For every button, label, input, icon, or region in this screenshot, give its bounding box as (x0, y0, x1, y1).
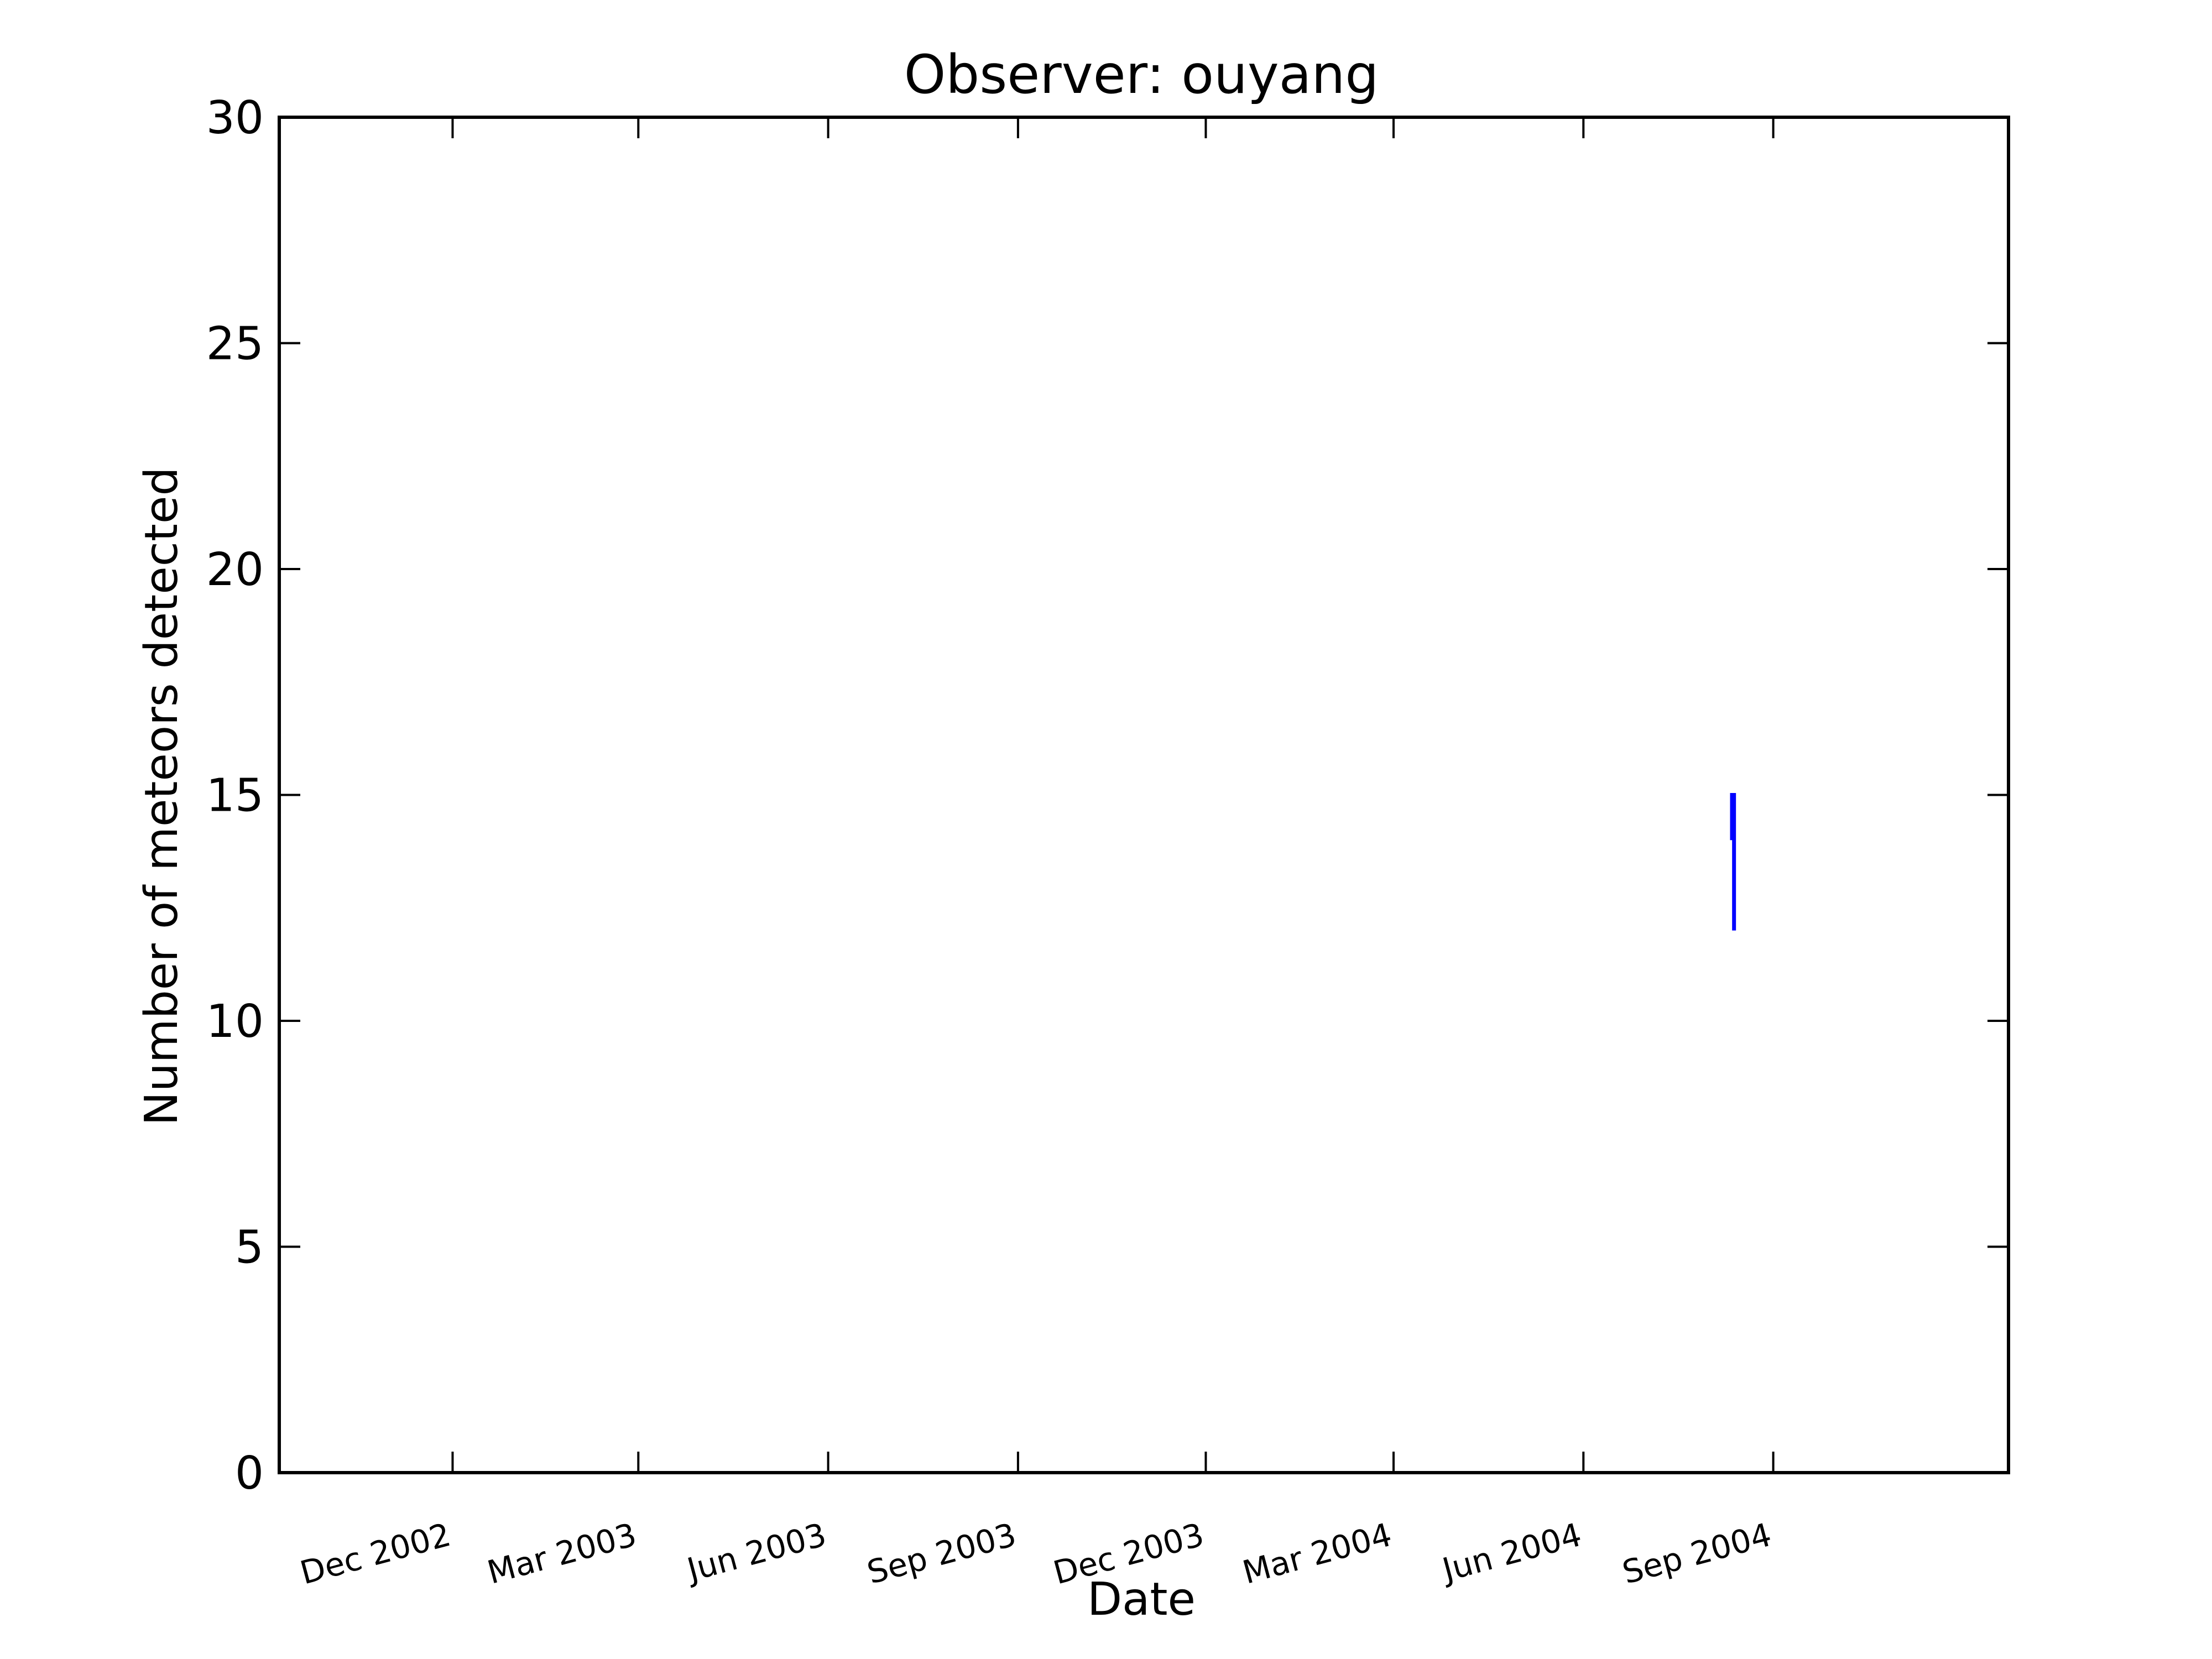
chart-title: Observer: ouyang (904, 44, 1379, 106)
x-axis-label: Date (1087, 1573, 1196, 1626)
y-axis-label: Number of meteors detected (135, 467, 188, 1125)
y-tick-label-0: 0 (235, 1447, 264, 1500)
y-tick-label-30: 30 (206, 92, 264, 144)
y-tick-label-20: 20 (206, 544, 264, 596)
y-tick-label-25: 25 (206, 318, 264, 371)
series-line-0 (1730, 793, 1736, 931)
y-tick-label-10: 10 (206, 995, 264, 1048)
y-tick-label-15: 15 (206, 770, 264, 822)
y-tick-label-5: 5 (235, 1222, 264, 1274)
